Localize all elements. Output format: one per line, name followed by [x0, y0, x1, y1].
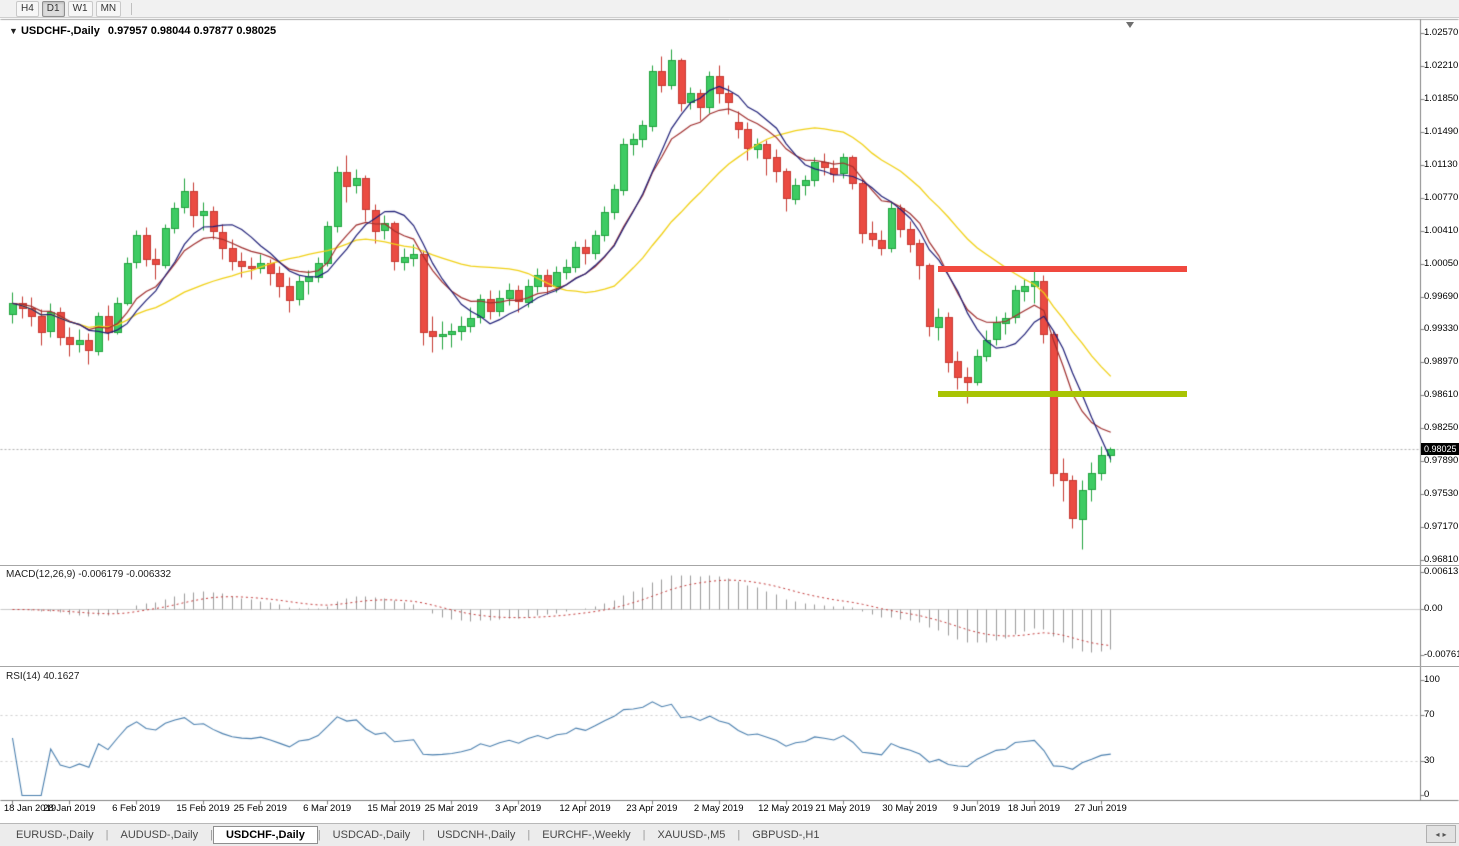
- price-axis-label: 0.98610: [1424, 389, 1459, 401]
- rsi-indicator-label: RSI(14) 40.1627: [6, 671, 80, 682]
- date-axis-label: 27 Jun 2019: [1074, 803, 1127, 814]
- rsi-axis-label: 70: [1424, 708, 1435, 720]
- tab-divider: |: [422, 829, 426, 841]
- timeframe-button-h4[interactable]: H4: [16, 0, 39, 17]
- tab-usdcnh-daily[interactable]: USDCNH-,Daily: [437, 829, 516, 841]
- date-axis-label: 15 Mar 2019: [367, 803, 421, 814]
- timeframe-button-w1[interactable]: W1: [67, 0, 93, 17]
- support-line[interactable]: [938, 391, 1187, 398]
- date-axis-label: 2 May 2019: [693, 803, 744, 814]
- macd-axis-label: 0.00613: [1424, 566, 1459, 577]
- date-axis-label: 28 Jan 2019: [43, 803, 96, 814]
- date-axis-label: 25 Mar 2019: [424, 803, 478, 814]
- pane-separator-macd[interactable]: [0, 565, 1459, 566]
- tab-scroll-buttons[interactable]: ◂ ▸: [1426, 825, 1456, 843]
- date-axis-label: 12 May 2019: [758, 803, 814, 814]
- date-axis[interactable]: 18 Jan 2019 28 Jan 2019 6 Feb 2019 15 Feb 2…: [0, 800, 1420, 818]
- pane-separator-rsi[interactable]: [0, 666, 1459, 667]
- price-axis-label: 0.97890: [1424, 455, 1459, 467]
- price-axis-label: 0.99690: [1424, 290, 1459, 302]
- tab-divider: |: [527, 829, 531, 841]
- price-axis-label: 1.01490: [1424, 125, 1459, 137]
- date-axis-label: 18 Jan 2019: [3, 803, 57, 814]
- macd-indicator-label: MACD(12,26,9) -0.006179 -0.006332: [6, 569, 172, 580]
- date-axis-label: 6 Feb 2019: [112, 803, 161, 814]
- timeframe-toolbar: H4 D1 W1 MN: [0, 0, 1459, 18]
- price-axis-label: 1.01850: [1424, 92, 1459, 104]
- price-axis-label: 1.01130: [1424, 158, 1458, 170]
- macd-axis-label: -0.007612: [1424, 648, 1459, 660]
- resistance-line[interactable]: [938, 266, 1187, 273]
- date-axis-label: 15 Feb 2019: [176, 803, 230, 814]
- chart-shift-marker[interactable]: [1126, 22, 1134, 28]
- price-axis-label: 0.97170: [1424, 521, 1459, 533]
- tab-eurusd-daily[interactable]: EURUSD-,Daily: [16, 829, 94, 841]
- price-axis-label: 1.00050: [1424, 257, 1459, 269]
- rsi-axis-label: 30: [1424, 754, 1435, 766]
- tab-eurchf-weekly[interactable]: EURCHF-,Weekly: [542, 829, 631, 841]
- tab-scroll-left-icon[interactable]: ◂: [1435, 829, 1440, 839]
- date-axis-label: 9 Jun 2019: [953, 803, 1001, 814]
- tab-divider: |: [210, 829, 213, 841]
- date-axis-label: 23 Apr 2019: [626, 803, 678, 814]
- date-axis-label: 21 May 2019: [815, 803, 871, 814]
- date-axis-label: 12 Apr 2019: [559, 803, 611, 814]
- rsi-axis-label: 0: [1424, 789, 1430, 800]
- rsi-axis-label: 100: [1424, 674, 1440, 685]
- price-axis-label: 0.98250: [1424, 422, 1459, 434]
- date-axis-label: 6 Mar 2019: [303, 803, 352, 814]
- date-axis-label: 18 Jun 2019: [1007, 803, 1060, 814]
- date-axis-label: 25 Feb 2019: [233, 803, 287, 814]
- tab-usdcad-daily[interactable]: USDCAD-,Daily: [332, 829, 411, 841]
- tab-divider: |: [105, 829, 109, 841]
- price-axis-label: 0.97530: [1424, 488, 1459, 500]
- price-axis-label: 0.98970: [1424, 356, 1459, 368]
- tab-divider: |: [317, 829, 321, 841]
- price-axis-label: 1.02210: [1424, 59, 1459, 71]
- price-axis-label: 1.02570: [1424, 27, 1459, 38]
- tab-divider: |: [642, 829, 646, 841]
- tab-usdchf-daily[interactable]: USDCHF-,Daily: [212, 826, 318, 844]
- timeframe-button-mn[interactable]: MN: [95, 0, 122, 17]
- price-axis-label: 1.00770: [1424, 191, 1459, 203]
- price-axis-label: 0.99330: [1424, 323, 1459, 335]
- date-axis-label: 3 Apr 2019: [495, 803, 542, 814]
- tab-audusd-daily[interactable]: AUDUSD-,Daily: [120, 829, 199, 841]
- macd-axis-label: 0.00: [1424, 603, 1443, 614]
- chart-tabbar: EURUSD-,Daily | AUDUSD-,Daily | USDCHF-,Dail…: [0, 823, 1459, 846]
- price-axis-label: 1.00410: [1424, 224, 1459, 236]
- tab-scroll-right-icon[interactable]: ▸: [1442, 829, 1447, 839]
- price-axis-label: 0.96810: [1424, 554, 1459, 566]
- timeframe-button-d1[interactable]: D1: [41, 0, 65, 17]
- chart-title: ▼ USDCHF-,Daily 0.97957 0.98044 0.97877 …: [9, 25, 276, 37]
- tab-gbpusd-h1[interactable]: GBPUSD-,H1: [752, 829, 820, 841]
- price-axis[interactable]: 1.02570 1.02210 1.01850 1.01490 1.01130 1.007…: [1420, 18, 1459, 800]
- current-price-tag: 0.98025: [1421, 442, 1459, 455]
- chart-symbol-label: USDCHF-,Daily: [20, 25, 100, 37]
- tab-xauusd-m5[interactable]: XAUUSD-,M5: [657, 829, 726, 841]
- chart-ohlc-readout: 0.97957 0.98044 0.97877 0.98025: [107, 25, 277, 37]
- tab-divider: |: [737, 829, 741, 841]
- date-axis-label: 30 May 2019: [882, 803, 938, 814]
- toolbar-separator: [131, 2, 133, 15]
- chart-dropdown-icon[interactable]: ▼: [9, 26, 18, 36]
